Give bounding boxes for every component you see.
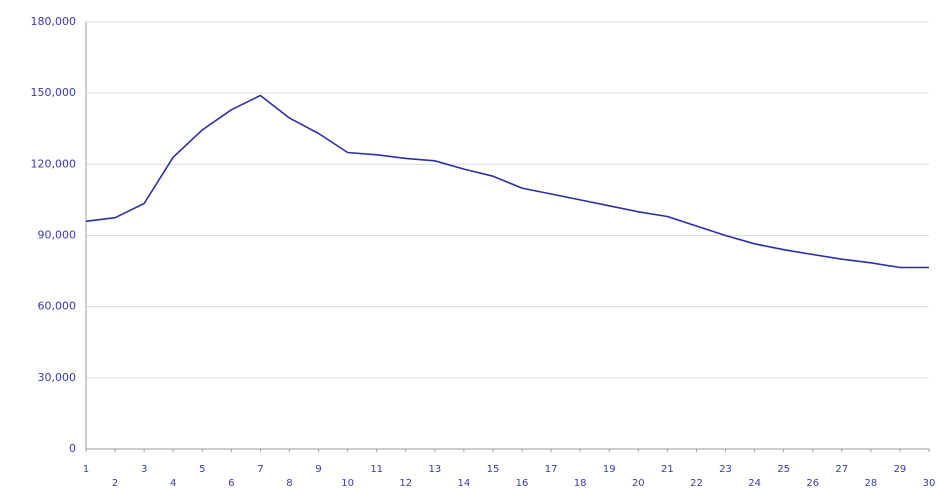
x-tick-label: 13	[428, 464, 441, 475]
x-tick-label: 15	[487, 464, 500, 475]
x-tick-label: 12	[399, 478, 412, 489]
y-tick-label: 150,000	[31, 86, 77, 99]
x-tick-label: 25	[777, 464, 790, 475]
x-tick-label: 18	[574, 478, 587, 489]
x-tick-label: 23	[719, 464, 732, 475]
x-tick-label: 22	[690, 478, 703, 489]
y-tick-label: 30,000	[38, 371, 77, 384]
y-tick-label: 120,000	[31, 157, 77, 170]
x-tick-label: 5	[199, 464, 205, 475]
x-tick-label: 2	[112, 478, 118, 489]
x-tick-label: 17	[545, 464, 558, 475]
x-tick-label: 1	[83, 464, 89, 475]
x-tick-label: 27	[835, 464, 848, 475]
x-tick-label: 9	[315, 464, 321, 475]
x-tick-label: 20	[632, 478, 645, 489]
x-tick-label: 28	[864, 478, 877, 489]
y-tick-label: 60,000	[38, 300, 77, 313]
x-tick-label: 14	[458, 478, 471, 489]
x-tick-label: 7	[257, 464, 263, 475]
y-tick-label: 90,000	[38, 229, 77, 242]
x-tick-label: 24	[748, 478, 761, 489]
y-tick-label: 0	[69, 442, 76, 455]
x-tick-label: 11	[370, 464, 383, 475]
x-tick-label: 4	[170, 478, 176, 489]
x-tick-label: 16	[516, 478, 529, 489]
x-tick-label: 19	[603, 464, 616, 475]
x-tick-label: 30	[923, 478, 936, 489]
x-tick-label: 3	[141, 464, 147, 475]
y-tick-label: 180,000	[31, 15, 77, 28]
x-tick-label: 21	[661, 464, 674, 475]
x-tick-label: 26	[806, 478, 819, 489]
x-tick-label: 10	[341, 478, 354, 489]
x-tick-label: 8	[286, 478, 292, 489]
line-series	[85, 94, 929, 269]
x-tick-label: 29	[894, 464, 907, 475]
x-tick-label: 6	[228, 478, 234, 489]
